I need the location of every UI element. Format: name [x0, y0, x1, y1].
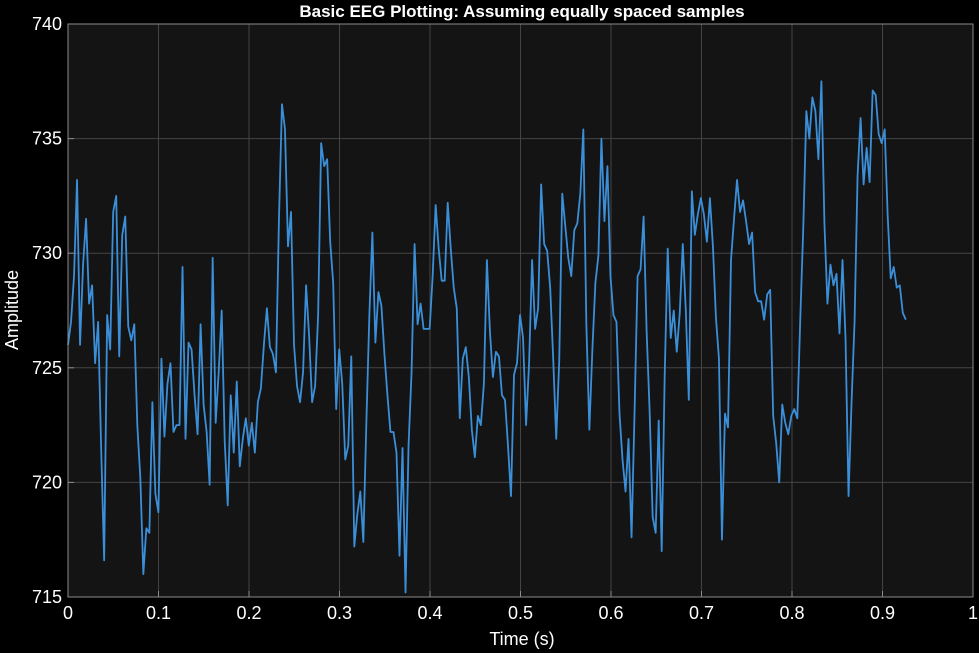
y-tick-label: 715 [32, 587, 62, 607]
x-tick-label: 0.9 [870, 603, 895, 623]
x-tick-label: 0.4 [417, 603, 442, 623]
x-axis-label: Time (s) [489, 629, 554, 649]
y-tick-label: 725 [32, 358, 62, 378]
x-tick-label: 0.6 [598, 603, 623, 623]
y-axis-label: Amplitude [2, 270, 22, 350]
x-tick-label: 0.7 [689, 603, 714, 623]
axes-box [67, 23, 974, 598]
x-tick-label: 0.5 [508, 603, 533, 623]
y-tick-labels: 715 720 725 730 735 740 [32, 14, 62, 607]
x-tick-label: 0.1 [146, 603, 171, 623]
axes [67, 23, 974, 598]
x-tick-labels: 0 0.1 0.2 0.3 0.4 0.5 0.6 0.7 0.8 0.9 1 [63, 603, 978, 623]
chart-title: Basic EEG Plotting: Assuming equally spa… [299, 2, 744, 21]
x-tick-label: 0 [63, 603, 73, 623]
y-tick-label: 730 [32, 243, 62, 263]
y-tick-label: 735 [32, 129, 62, 149]
y-tick-label: 740 [32, 14, 62, 34]
series-group [67, 80, 907, 594]
x-tick-label: 0.2 [236, 603, 261, 623]
x-tick-label: 0.3 [327, 603, 352, 623]
x-tick-label: 1 [968, 603, 978, 623]
x-tick-label: 0.8 [779, 603, 804, 623]
y-tick-label: 720 [32, 472, 62, 492]
eeg-series-line [67, 80, 907, 594]
